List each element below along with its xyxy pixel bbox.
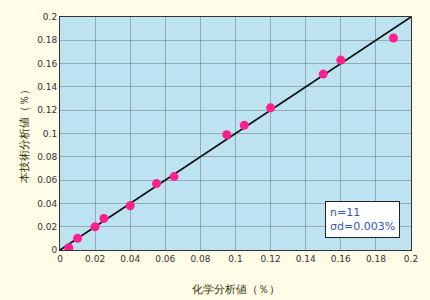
svg-text:0.12: 0.12 — [37, 105, 57, 115]
svg-text:化学分析値（％）: 化学分析値（％） — [192, 283, 280, 296]
svg-text:0.08: 0.08 — [37, 152, 57, 162]
svg-text:0.04: 0.04 — [37, 199, 57, 209]
svg-text:0.06: 0.06 — [155, 254, 175, 264]
svg-text:0.16: 0.16 — [37, 59, 57, 69]
svg-text:n=11σd=0.003%: n=11σd=0.003% — [330, 206, 395, 233]
svg-text:0.12: 0.12 — [261, 254, 281, 264]
svg-text:0.04: 0.04 — [120, 254, 140, 264]
svg-text:0.16: 0.16 — [331, 254, 351, 264]
svg-text:0.18: 0.18 — [37, 35, 57, 45]
svg-text:0.1: 0.1 — [43, 129, 57, 139]
svg-text:0.06: 0.06 — [37, 175, 57, 185]
svg-text:0.08: 0.08 — [190, 254, 210, 264]
svg-text:0.2: 0.2 — [43, 12, 57, 22]
svg-text:0.2: 0.2 — [404, 254, 418, 264]
svg-text:0: 0 — [51, 245, 57, 255]
svg-text:0.1: 0.1 — [228, 254, 242, 264]
svg-text:0.14: 0.14 — [37, 82, 57, 92]
svg-text:0.18: 0.18 — [366, 254, 386, 264]
svg-text:0.02: 0.02 — [85, 254, 105, 264]
svg-text:0.02: 0.02 — [37, 222, 57, 232]
svg-text:0.14: 0.14 — [296, 254, 316, 264]
svg-text:本技術分析値（％）: 本技術分析値（％） — [18, 84, 31, 183]
svg-text:0: 0 — [57, 254, 63, 264]
